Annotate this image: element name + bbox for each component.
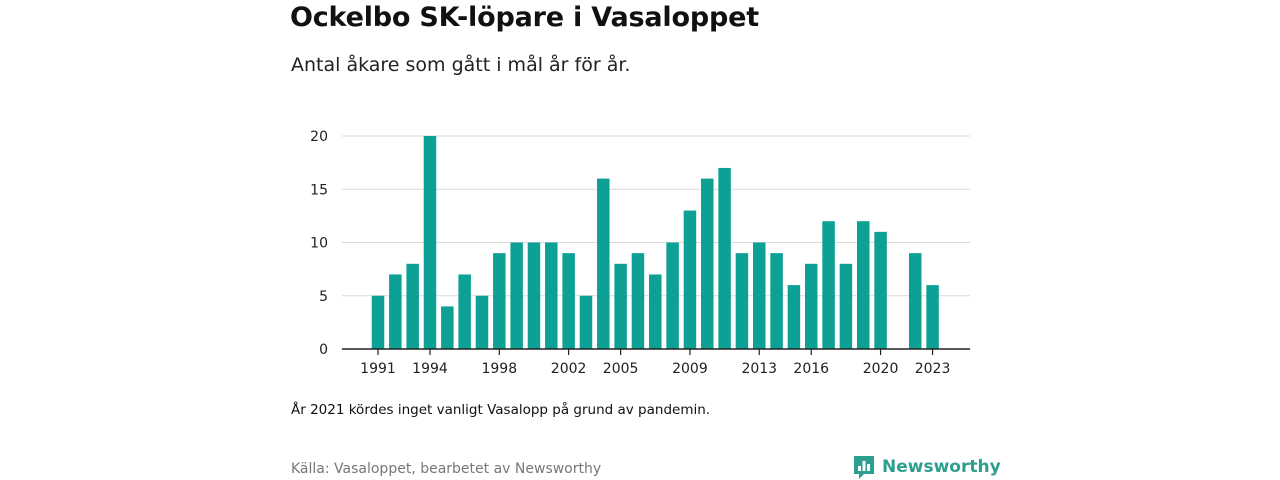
y-tick-label: 10 [310,236,328,252]
bar-2003 [579,295,593,349]
bar-chart: 0 5 10 15 20 1991 1994 1998 2002 2005 2009 2013 201… [310,129,970,377]
chart-note: År 2021 kördes inget vanligt Vasalopp på… [291,402,711,418]
bars [371,136,939,349]
x-tick-label: 2023 [915,361,951,377]
bar-1997 [475,295,489,349]
bar-2015 [787,285,801,349]
bar-2018 [839,263,853,349]
bar-1992 [389,274,402,349]
bar-2013 [753,242,766,349]
y-tick-label: 20 [310,129,328,145]
bar-2012 [735,253,749,349]
x-tick-label: 2005 [603,361,639,377]
x-axis-labels: 1991 1994 1998 2002 2005 2009 2013 2016 2020 2023 [360,361,950,377]
bar-2004 [597,178,610,349]
bar-2023 [926,285,939,349]
bar-1996 [458,274,471,349]
x-tick-label: 2002 [551,361,587,377]
bar-2009 [683,210,697,349]
x-axis-ticks [342,348,970,355]
bar-2000 [527,242,541,349]
chart-title: Ockelbo SK-löpare i Vasaloppet [290,2,759,33]
x-tick-label: 2016 [793,361,829,377]
bar-2005 [614,263,627,349]
bar-2022 [908,253,922,349]
bar-2006 [631,253,645,349]
x-tick-label: 2009 [672,361,708,377]
x-tick-label: 2020 [863,361,899,377]
y-axis-labels: 0 5 10 15 20 [310,129,328,358]
bar-2020 [874,231,887,349]
bar-2010 [701,178,714,349]
bar-2001 [545,242,558,349]
bar-1994 [423,136,437,349]
x-tick-label: 1991 [360,361,396,377]
bar-1995 [441,306,454,349]
y-tick-label: 15 [310,182,328,198]
bar-2019 [856,221,870,349]
source-credit: Källa: Vasaloppet, bearbetet av Newswort… [291,461,602,477]
bar-2002 [562,253,575,349]
y-tick-label: 0 [319,342,328,358]
bar-1998 [493,253,506,349]
y-tick-label: 5 [319,289,328,305]
brand-name: Newsworthy [882,457,1001,477]
chart-subtitle: Antal åkare som gått i mål år för år. [291,54,631,76]
x-tick-label: 1998 [481,361,517,377]
brand-logo[interactable]: Newsworthy [852,454,1001,480]
bar-1993 [406,263,419,349]
x-tick-label: 2013 [741,361,777,377]
bar-1991 [371,295,385,349]
newsworthy-logo-icon [854,456,874,479]
bar-2016 [805,263,818,349]
bar-2008 [666,242,679,349]
bar-2017 [822,221,835,349]
bar-2011 [718,167,731,349]
bar-1999 [510,242,523,349]
bar-2014 [770,253,783,349]
x-tick-label: 1994 [412,361,448,377]
bar-2007 [649,274,662,349]
